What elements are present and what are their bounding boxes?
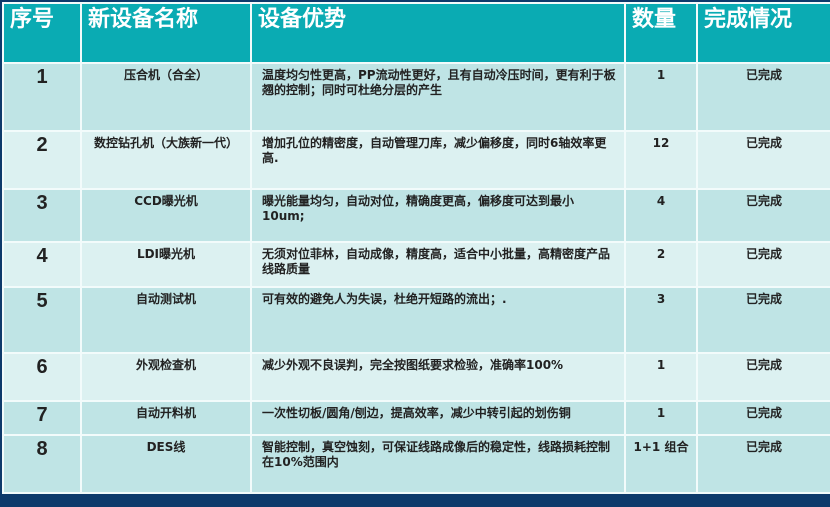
row-number: 7 <box>2 400 82 436</box>
completion-status: 已完成 <box>696 188 830 243</box>
completion-status: 已完成 <box>696 130 830 190</box>
table-row: 8 DES线 智能控制，真空蚀刻，可保证线路成像后的稳定性，线路损耗控制在10%范围… <box>2 434 830 494</box>
quantity: 3 <box>624 286 698 354</box>
header-status: 完成情况 <box>696 2 830 64</box>
equipment-name: 自动测试机 <box>80 286 252 354</box>
table-row: 6 外观检查机 减少外观不良误判，完全按图纸要求检验，准确率100% 1 已完成 <box>2 352 830 402</box>
equipment-name: 数控钻孔机（大族新一代） <box>80 130 252 190</box>
quantity: 1 <box>624 400 698 436</box>
row-number: 5 <box>2 286 82 354</box>
equipment-advantage: 温度均匀性更高，PP流动性更好，且有自动冷压时间，更有利于板翘的控制；同时可杜绝… <box>250 62 626 132</box>
row-number: 4 <box>2 241 82 288</box>
row-number: 1 <box>2 62 82 132</box>
equipment-advantage: 一次性切板/圆角/刨边，提高效率，减少中转引起的划伤铜 <box>250 400 626 436</box>
completion-status: 已完成 <box>696 400 830 436</box>
equipment-table: 序号 新设备名称 设备优势 数量 完成情况 1 压合机（合全） 温度均匀性更高，PP… <box>2 2 830 494</box>
completion-status: 已完成 <box>696 62 830 132</box>
header-name: 新设备名称 <box>80 2 252 64</box>
equipment-advantage: 减少外观不良误判，完全按图纸要求检验，准确率100% <box>250 352 626 402</box>
completion-status: 已完成 <box>696 241 830 288</box>
header-advantage: 设备优势 <box>250 2 626 64</box>
equipment-advantage: 无须对位菲林，自动成像，精度高，适合中小批量，高精密度产品线路质量 <box>250 241 626 288</box>
quantity: 2 <box>624 241 698 288</box>
completion-status: 已完成 <box>696 286 830 354</box>
table-row: 5 自动测试机 可有效的避免人为失误，杜绝开短路的流出；. 3 已完成 <box>2 286 830 354</box>
quantity: 12 <box>624 130 698 190</box>
completion-status: 已完成 <box>696 434 830 494</box>
row-number: 3 <box>2 188 82 243</box>
table-row: 2 数控钻孔机（大族新一代） 增加孔位的精密度，自动管理刀库，减少偏移度，同时6轴效… <box>2 130 830 190</box>
equipment-advantage: 可有效的避免人为失误，杜绝开短路的流出；. <box>250 286 626 354</box>
row-number: 2 <box>2 130 82 190</box>
header-no: 序号 <box>2 2 82 64</box>
equipment-advantage: 曝光能量均匀，自动对位，精确度更高，偏移度可达到最小10um; <box>250 188 626 243</box>
row-number: 8 <box>2 434 82 494</box>
equipment-name: 压合机（合全） <box>80 62 252 132</box>
equipment-name: LDI曝光机 <box>80 241 252 288</box>
quantity: 1 <box>624 62 698 132</box>
equipment-advantage: 智能控制，真空蚀刻，可保证线路成像后的稳定性，线路损耗控制在10%范围内 <box>250 434 626 494</box>
table-row: 3 CCD曝光机 曝光能量均匀，自动对位，精确度更高，偏移度可达到最小10um; 4 已… <box>2 188 830 243</box>
equipment-advantage: 增加孔位的精密度，自动管理刀库，减少偏移度，同时6轴效率更高. <box>250 130 626 190</box>
equipment-name: DES线 <box>80 434 252 494</box>
table-row: 4 LDI曝光机 无须对位菲林，自动成像，精度高，适合中小批量，高精密度产品线路质量… <box>2 241 830 288</box>
header-qty: 数量 <box>624 2 698 64</box>
completion-status: 已完成 <box>696 352 830 402</box>
quantity: 1 <box>624 352 698 402</box>
row-number: 6 <box>2 352 82 402</box>
table-row: 1 压合机（合全） 温度均匀性更高，PP流动性更好，且有自动冷压时间，更有利于板翘的… <box>2 62 830 132</box>
equipment-name: 自动开料机 <box>80 400 252 436</box>
header-row: 序号 新设备名称 设备优势 数量 完成情况 <box>2 2 830 64</box>
table-row: 7 自动开料机 一次性切板/圆角/刨边，提高效率，减少中转引起的划伤铜 1 已完成 <box>2 400 830 436</box>
equipment-name: CCD曝光机 <box>80 188 252 243</box>
quantity: 1+1 组合 <box>624 434 698 494</box>
quantity: 4 <box>624 188 698 243</box>
equipment-name: 外观检查机 <box>80 352 252 402</box>
